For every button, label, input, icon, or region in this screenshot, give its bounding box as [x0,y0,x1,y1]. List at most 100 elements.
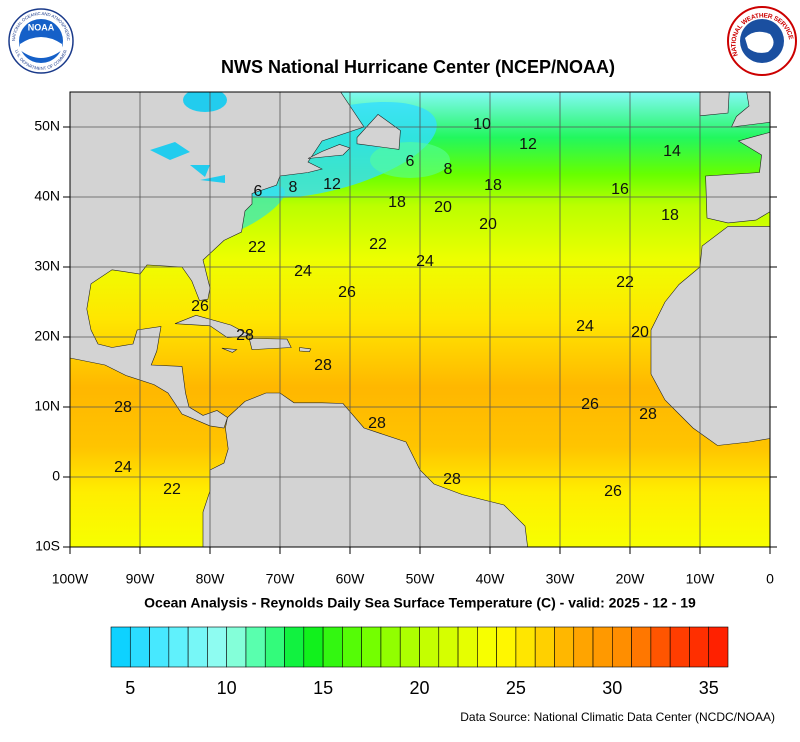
colorbar-cell [631,626,652,668]
colorbar-tick-label: 25 [506,678,526,698]
colorbar-tick-label: 15 [313,678,333,698]
x-tick-label: 90W [126,571,156,587]
noaa-logo: NOAA NATIONAL OCEANIC AND ATMOSPHERIC AD… [0,0,74,74]
contour-label: 12 [323,176,341,193]
colorbar-cell [380,626,401,668]
colorbar-tick-label: 5 [125,678,135,698]
contour-label: 28 [314,357,332,374]
data-source: Data Source: National Climatic Data Cent… [460,710,775,724]
contour-label: 10 [473,116,491,133]
contour-label: 24 [114,459,132,476]
landmass [307,144,351,159]
colorbar-tick-label: 10 [217,678,237,698]
axes: 100W 90W 80W 70W 60W 50W 40W 30W 20W 10W 0 50N 40N 30… [34,118,777,587]
landmass [730,92,770,128]
colorbar-cell [573,626,594,668]
contour-label: 22 [163,481,181,498]
contour-label: 28 [368,415,386,432]
colorbar-cell [342,626,362,668]
colorbar-cell [438,626,459,668]
colorbar-cell [284,626,305,668]
x-tick-label: 60W [336,571,366,587]
contour-label: 6 [254,183,263,200]
colorbar-cell [592,626,613,668]
y-tick-label: 50N [34,118,60,134]
colorbar-cell [515,626,536,668]
contour-label: 28 [443,471,461,488]
x-tick-label: 50W [406,571,436,587]
colorbar-cell [110,626,131,668]
x-tick-label: 100W [52,571,89,587]
landmass [699,92,730,117]
colorbar-cell [129,626,150,668]
great-lakes [150,142,225,183]
colorbar-cell [689,626,710,668]
colorbar-cell [457,626,478,668]
contour-label: 20 [631,324,649,341]
landmass [650,226,770,446]
x-tick-label: 20W [616,571,646,587]
colorbar-cell [669,626,690,668]
colorbar-tick-label: 20 [409,678,429,698]
colorbar-cell [245,626,266,668]
contour-label: 24 [576,318,594,335]
colorbar-cell [168,626,189,668]
landmass [221,347,238,353]
colorbar-cell [534,626,555,668]
contour-label: 28 [639,406,657,423]
x-tick-label: 80W [196,571,226,587]
colorbar-tick-label: 30 [602,678,622,698]
contour-label: 14 [663,143,681,160]
contour-label: 6 [406,153,415,170]
colorbar-cell [419,626,440,668]
colorbar-cell [226,626,247,668]
colorbar-cell [322,626,343,668]
contour-label: 8 [444,161,453,178]
colorbar-cell [554,626,575,668]
y-tick-label: 10S [35,538,60,554]
landmass [299,347,312,353]
x-tick-label: 70W [266,571,296,587]
contour-label: 22 [369,236,387,253]
y-tick-label: 40N [34,188,60,204]
landmass [356,114,401,150]
colorbar-cell [399,626,420,668]
contour-label: 22 [248,239,266,256]
x-tick-label: 30W [546,571,576,587]
contour-label: 26 [604,483,622,500]
landmass [705,132,770,224]
colorbar-cell [149,626,170,668]
contour-label: 28 [236,327,254,344]
colorbar-cell [264,626,285,668]
x-tick-label: 10W [686,571,716,587]
nws-logo: NATIONAL WEATHER SERVICE [727,6,797,76]
y-tick-label: 20N [34,328,60,344]
contour-labels: 6 8 10 12 14 16 18 18 20 20 12 8 6 18 22 22 24 24 26 22 24 20… [114,116,681,500]
y-tick-label: 30N [34,258,60,274]
contour-label: 26 [191,298,209,315]
contour-label: 16 [611,181,629,198]
contour-label: 24 [294,263,312,280]
contour-label: 12 [519,136,537,153]
contour-label: 18 [661,207,679,224]
contour-label: 8 [289,179,298,196]
y-tick-label: 10N [34,398,60,414]
colorbar-tick-label: 35 [699,678,719,698]
contour-label: 18 [388,194,406,211]
landmass [248,338,292,350]
colorbar-cell [612,626,632,668]
map-plot: 6 8 10 12 14 16 18 18 20 20 12 8 6 18 22 22 24 24 26 22 24 20… [70,92,770,547]
landmass [202,392,528,547]
title: NWS National Hurricane Center (NCEP/NOAA… [221,57,615,77]
noaa-logo-text: NOAA [28,22,55,32]
contour-label: 20 [434,199,452,216]
contour-label: 24 [416,253,434,270]
land [70,92,770,547]
colorbar-cell [708,626,729,668]
y-tick-label: 0 [52,468,60,484]
contour-label: 18 [484,177,502,194]
colorbar-cell [496,626,517,668]
x-tick-label: 40W [476,571,506,587]
caption: Ocean Analysis - Reynolds Daily Sea Surf… [144,595,696,611]
